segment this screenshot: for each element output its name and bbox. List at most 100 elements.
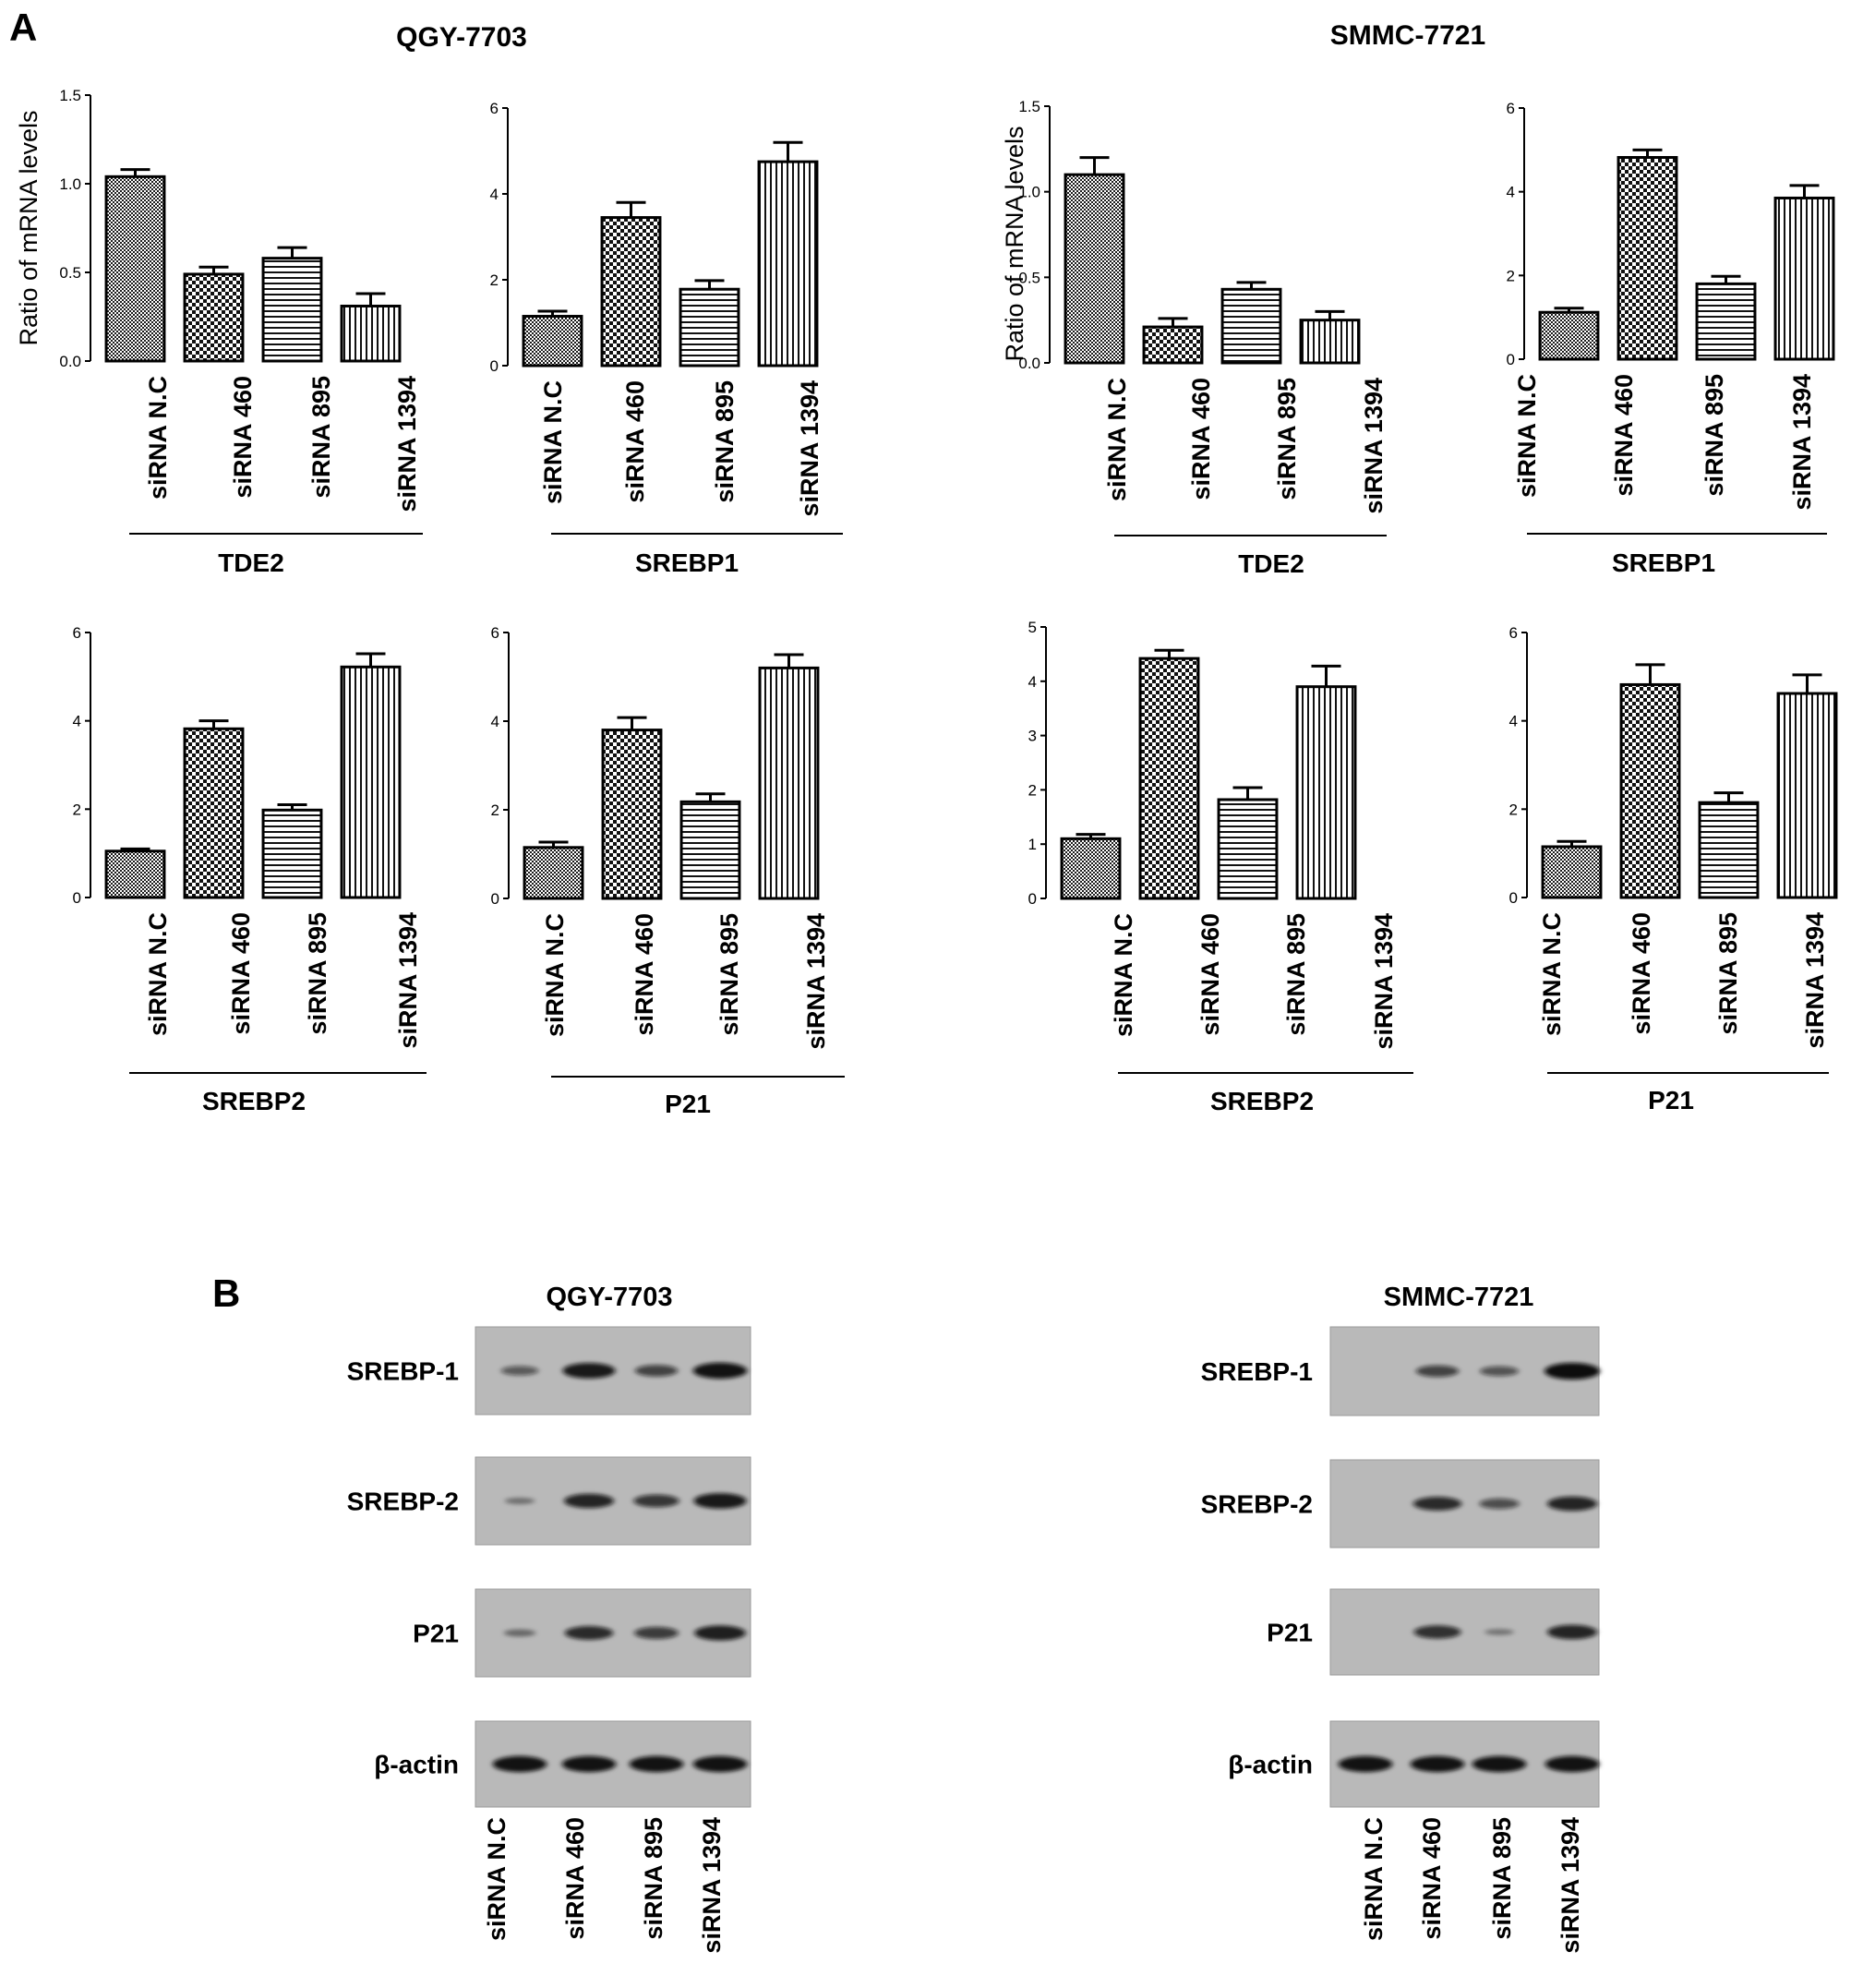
y-tick-label: 4 <box>1509 713 1518 730</box>
protein-band <box>629 1755 684 1773</box>
y-tick-label: 0.5 <box>59 264 81 282</box>
protein-band <box>492 1755 547 1773</box>
category-label: siRNA 895 <box>1714 912 1742 1035</box>
bar-chart-tde2-smmc-7721: 0.0 0.5 1.0 1.5 siRNA N.C siRNA 460 siRNA 895 s… <box>1001 98 1388 578</box>
protein-band <box>562 1363 616 1379</box>
category-label: siRNA N.C <box>541 913 569 1037</box>
category-label: siRNA 460 <box>1187 378 1215 500</box>
category-label: siRNA N.C <box>1538 912 1566 1036</box>
bar-4 <box>1299 319 1361 365</box>
category-label: siRNA N.C <box>1110 913 1137 1037</box>
protein-band <box>634 1626 679 1640</box>
western-blots: QGY-7703 SREBP-1 SREBP-2 P21 β-actin siRNA N.… <box>347 1283 1600 1954</box>
protein-band <box>1415 1365 1460 1378</box>
protein-label: P21 <box>413 1620 459 1648</box>
bar-3 <box>679 800 741 900</box>
protein-band <box>503 1629 536 1637</box>
category-label: siRNA N.C <box>144 912 172 1036</box>
category-label: siRNA 460 <box>1628 912 1655 1035</box>
gene-label: SREBP1 <box>635 548 739 577</box>
y-tick-label: 5 <box>1028 619 1037 636</box>
y-tick-label: 4 <box>490 186 499 203</box>
bar-4 <box>757 160 819 367</box>
gene-label: SREBP2 <box>202 1087 306 1115</box>
protein-band <box>692 1362 748 1380</box>
gene-label: SREBP2 <box>1210 1087 1314 1115</box>
bar-chart-tde2-qgy-7703: 0.0 0.5 1.0 1.5 siRNA N.C siRNA 460 siRNA 895 s… <box>15 87 423 577</box>
blot-title: SMMC-7721 <box>1384 1283 1534 1312</box>
protein-band <box>500 1366 539 1376</box>
y-tick-label: 6 <box>1509 624 1518 642</box>
bar-1 <box>1060 837 1122 900</box>
category-label: siRNA 1394 <box>393 376 421 512</box>
bar-1 <box>104 849 166 899</box>
y-tick-label: 2 <box>490 271 499 289</box>
y-tick-label: 1 <box>1028 836 1037 853</box>
protein-band <box>1472 1755 1527 1773</box>
y-tick-label: 1.5 <box>59 87 81 104</box>
bar-4 <box>340 304 402 363</box>
bar-3 <box>1695 282 1757 361</box>
category-label: siRNA 1394 <box>394 912 422 1049</box>
y-tick-label: 0 <box>1028 890 1037 908</box>
bar-1 <box>523 846 584 900</box>
lane-label: siRNA N.C <box>1360 1817 1388 1941</box>
protein-label: β-actin <box>1228 1751 1313 1779</box>
bar-2 <box>1142 325 1204 365</box>
bar-4 <box>340 665 402 899</box>
blot-strip <box>1329 1588 1600 1676</box>
bar-3 <box>1220 287 1282 365</box>
protein-band <box>1547 1496 1597 1512</box>
category-label: siRNA 895 <box>307 376 335 499</box>
category-label: siRNA N.C <box>539 380 567 504</box>
bar-4 <box>1773 196 1835 361</box>
y-tick-label: 4 <box>491 713 499 730</box>
y-tick-label: 0 <box>1507 351 1515 368</box>
bar-4 <box>1295 685 1357 900</box>
y-tick-label: 0.0 <box>59 353 81 370</box>
protein-band <box>634 1365 679 1377</box>
bar-2 <box>1619 682 1681 899</box>
category-label: siRNA 1394 <box>796 380 823 517</box>
bar-2 <box>601 729 663 900</box>
panel-b-letter: B <box>212 1271 240 1315</box>
blot-title: QGY-7703 <box>546 1283 672 1312</box>
category-label: siRNA 460 <box>621 380 649 503</box>
y-tick-label: 0 <box>1509 889 1518 907</box>
lane-label: siRNA 460 <box>1418 1817 1446 1940</box>
bar-charts: 0.0 0.5 1.0 1.5 siRNA N.C siRNA 460 siRNA 895 s… <box>15 87 1838 1118</box>
bar-2 <box>600 216 662 367</box>
protein-band <box>1480 1366 1519 1377</box>
protein-band <box>1544 1755 1600 1773</box>
bar-chart-srebp1-qgy-7703: 0 2 4 6 siRNA N.C siRNA 460 siRNA 895 siRNA 139… <box>490 100 843 577</box>
bar-3 <box>1217 798 1279 900</box>
protein-label: SREBP-2 <box>1201 1490 1313 1519</box>
bar-1 <box>1541 845 1603 899</box>
y-tick-label: 1.0 <box>59 175 81 193</box>
category-label: siRNA N.C <box>144 376 172 500</box>
bar-3 <box>679 287 740 367</box>
category-label: siRNA N.C <box>1103 378 1131 501</box>
bar-3 <box>261 257 323 363</box>
lane-label: siRNA 895 <box>640 1817 667 1940</box>
y-axis-label: Ratio of mRNA levels <box>15 110 42 345</box>
protein-band <box>1484 1629 1514 1635</box>
bar-chart-srebp1-smmc-7721: 0 2 4 6 siRNA N.C siRNA 460 siRNA 895 siRNA 139… <box>1507 100 1835 577</box>
protein-band <box>692 1755 748 1773</box>
bar-4 <box>1776 692 1838 899</box>
category-label: siRNA 1394 <box>1360 378 1388 514</box>
protein-label: SREBP-2 <box>347 1488 459 1516</box>
y-tick-label: 6 <box>490 100 499 117</box>
y-tick-label: 2 <box>1509 801 1518 818</box>
y-tick-label: 1.5 <box>1018 98 1040 115</box>
y-tick-label: 0 <box>491 890 499 908</box>
protein-band <box>564 1493 614 1509</box>
gene-label: P21 <box>665 1090 711 1118</box>
category-label: siRNA 1394 <box>1801 912 1829 1049</box>
y-tick-label: 2 <box>1507 267 1515 284</box>
y-tick-label: 0 <box>73 889 81 907</box>
y-tick-label: 2 <box>73 801 81 818</box>
panel-a-letter: A <box>9 6 37 49</box>
protein-band <box>1544 1363 1600 1380</box>
